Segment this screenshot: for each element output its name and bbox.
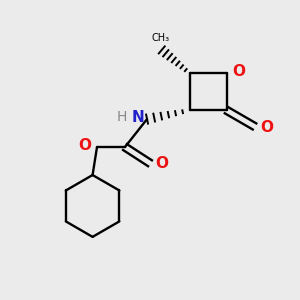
Text: H: H: [117, 110, 127, 124]
Text: O: O: [155, 156, 168, 171]
Text: CH₃: CH₃: [151, 33, 169, 43]
Text: O: O: [232, 64, 245, 79]
Text: N: N: [131, 110, 144, 125]
Text: O: O: [260, 120, 273, 135]
Text: O: O: [79, 138, 92, 153]
